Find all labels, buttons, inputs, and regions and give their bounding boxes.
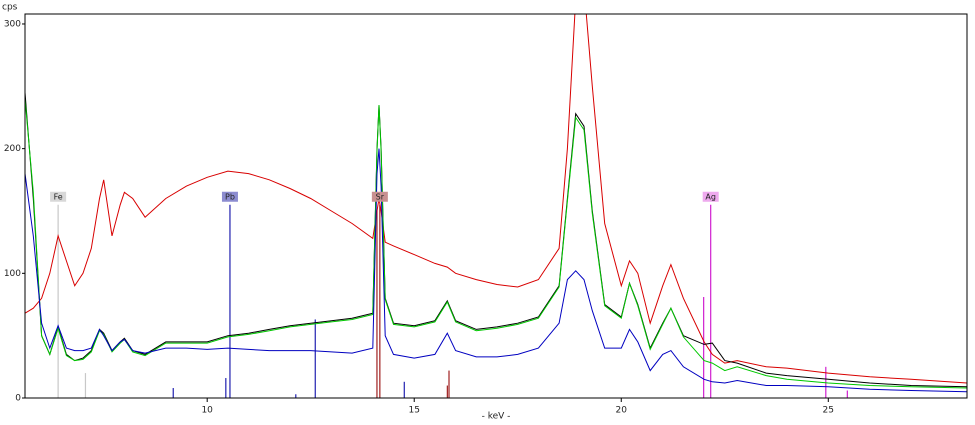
plot-area	[25, 14, 967, 398]
y-unit: cps	[2, 3, 18, 13]
element-label: Ag	[705, 192, 716, 201]
x-tick-label: 10	[201, 406, 213, 416]
element-label-box	[702, 191, 719, 202]
y-tick-label: 0	[15, 394, 21, 404]
element-label-box	[50, 191, 67, 202]
element-label: Sr	[376, 192, 385, 201]
spectrum-line	[25, 98, 967, 389]
spectrum-line	[25, 14, 967, 384]
element-label: Pb	[225, 192, 235, 201]
spectrum-line	[25, 148, 967, 393]
y-tick-label: 200	[4, 144, 21, 154]
x-tick-label: 25	[823, 406, 834, 416]
element-label-box	[221, 191, 238, 202]
element-label: Fe	[54, 192, 63, 201]
plot-frame	[24, 13, 968, 399]
y-tick-label: 300	[4, 19, 21, 29]
x-tick-label: 15	[408, 406, 419, 416]
y-tick-label: 100	[4, 269, 21, 279]
x-tick-label: 20	[616, 406, 628, 416]
element-label-box	[371, 191, 388, 202]
x-axis-label: - keV -	[482, 412, 511, 422]
